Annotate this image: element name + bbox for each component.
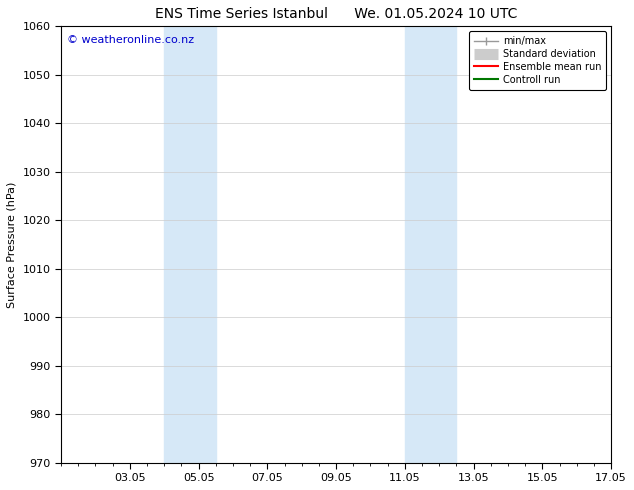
Bar — [405, 26, 456, 463]
Legend: min/max, Standard deviation, Ensemble mean run, Controll run: min/max, Standard deviation, Ensemble me… — [469, 31, 606, 90]
Y-axis label: Surface Pressure (hPa): Surface Pressure (hPa) — [7, 181, 17, 308]
Bar — [164, 26, 216, 463]
Title: ENS Time Series Istanbul      We. 01.05.2024 10 UTC: ENS Time Series Istanbul We. 01.05.2024 … — [155, 7, 517, 21]
Text: © weatheronline.co.nz: © weatheronline.co.nz — [67, 35, 193, 45]
